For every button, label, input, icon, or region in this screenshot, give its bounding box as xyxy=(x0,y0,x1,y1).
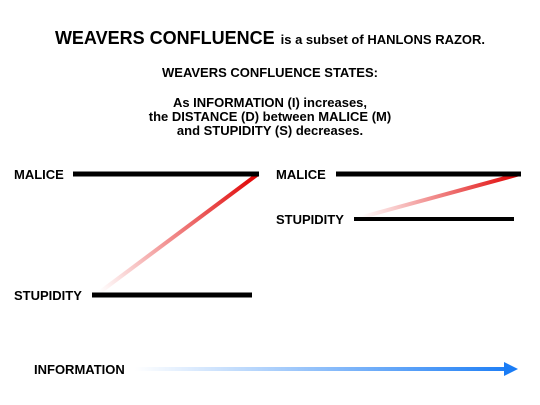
malice-label: MALICE xyxy=(276,167,326,182)
title-emphasis: WEAVERS CONFLUENCE xyxy=(55,28,275,48)
statement-line: and STUPIDITY (S) decreases. xyxy=(177,123,363,138)
statement-line: the DISTANCE (D) between MALICE (M) xyxy=(149,109,391,124)
statement-line: As INFORMATION (I) increases, xyxy=(173,95,367,110)
title-rest: is a subset of HANLONS RAZOR. xyxy=(281,32,485,47)
subtitle: WEAVERS CONFLUENCE STATES: xyxy=(162,65,378,80)
title: WEAVERS CONFLUENCE is a subset of HANLONS… xyxy=(55,28,485,48)
malice-label: MALICE xyxy=(14,167,64,182)
stupidity-label: STUPIDITY xyxy=(276,212,344,227)
arrow-head xyxy=(504,362,518,376)
stupidity-label: STUPIDITY xyxy=(14,288,82,303)
connector xyxy=(361,172,521,219)
connector xyxy=(98,172,260,294)
axis-label: INFORMATION xyxy=(34,362,125,377)
